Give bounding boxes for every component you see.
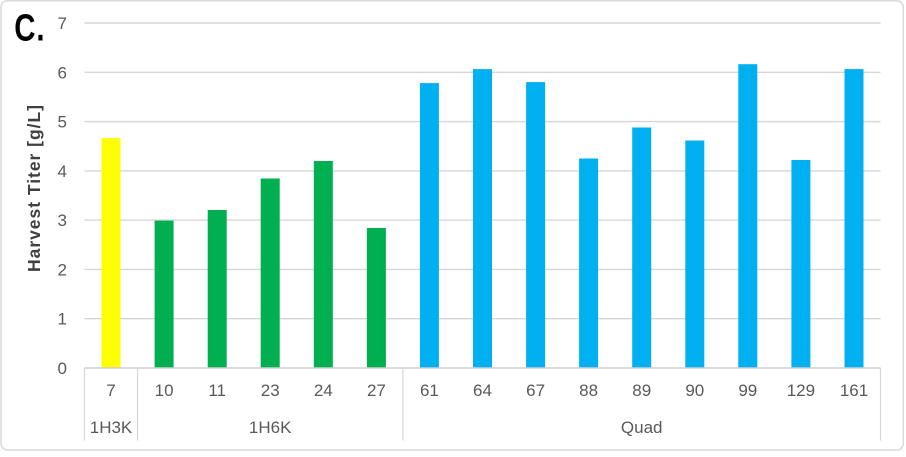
svg-text:27: 27 xyxy=(367,381,386,400)
svg-text:6: 6 xyxy=(58,63,67,82)
svg-text:10: 10 xyxy=(155,381,174,400)
svg-text:1H6K: 1H6K xyxy=(249,418,292,437)
svg-text:67: 67 xyxy=(526,381,545,400)
svg-text:11: 11 xyxy=(208,381,226,400)
svg-text:161: 161 xyxy=(840,381,868,400)
svg-text:1: 1 xyxy=(58,310,67,329)
svg-text:Quad: Quad xyxy=(621,418,663,437)
svg-text:2: 2 xyxy=(58,260,67,279)
svg-text:7: 7 xyxy=(106,381,115,400)
svg-text:89: 89 xyxy=(632,381,651,400)
svg-text:5: 5 xyxy=(58,113,67,132)
svg-text:C.: C. xyxy=(14,7,44,49)
svg-text:3: 3 xyxy=(58,211,67,230)
svg-text:Harvest Titer [g/L]: Harvest Titer [g/L] xyxy=(24,105,44,272)
svg-text:7: 7 xyxy=(58,14,67,33)
svg-text:23: 23 xyxy=(261,381,280,400)
svg-text:1H3K: 1H3K xyxy=(90,418,133,437)
svg-text:64: 64 xyxy=(473,381,492,400)
svg-text:0: 0 xyxy=(58,359,67,378)
svg-text:88: 88 xyxy=(579,381,598,400)
svg-text:129: 129 xyxy=(787,381,815,400)
svg-text:99: 99 xyxy=(738,381,757,400)
svg-text:4: 4 xyxy=(58,162,67,181)
svg-text:61: 61 xyxy=(420,381,439,400)
svg-text:90: 90 xyxy=(685,381,704,400)
svg-text:24: 24 xyxy=(314,381,333,400)
